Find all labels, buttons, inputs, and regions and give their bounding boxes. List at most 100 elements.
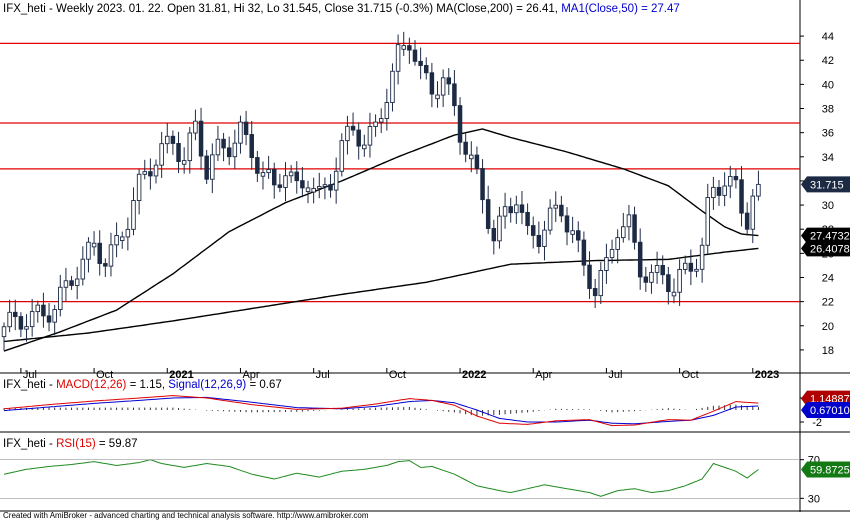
rsi-value-badge-label: 59.8725	[810, 464, 850, 476]
macd-histogram	[3, 404, 759, 416]
candle-body	[491, 228, 497, 242]
candle-body	[86, 241, 91, 260]
candle-body	[508, 206, 513, 214]
candle-body	[63, 280, 69, 288]
candle-body	[744, 212, 750, 230]
candle-body	[418, 60, 423, 66]
candle-body	[165, 135, 170, 145]
candle-body	[294, 171, 300, 182]
candle-body	[300, 180, 305, 189]
candle-body	[1, 326, 7, 338]
macd-title-macd: MACD(12,26)	[56, 379, 126, 391]
candle-body	[153, 164, 159, 177]
candle-body	[350, 125, 356, 131]
price-y-tick-label: 20	[822, 321, 834, 333]
candle-body	[198, 120, 204, 157]
candle-body	[637, 241, 643, 278]
rsi-axis-badges: 59.8725	[801, 461, 850, 478]
candle-body	[688, 262, 694, 272]
candle-body	[91, 242, 97, 248]
candle-body	[728, 175, 733, 187]
candle-body	[519, 204, 525, 213]
candle-body	[390, 70, 395, 103]
candle-body	[119, 236, 125, 241]
ma50-line	[3, 128, 759, 352]
candle-body	[654, 265, 660, 273]
rsi-title-prefix: IFX_heti -	[3, 438, 56, 450]
candle-body	[378, 118, 384, 123]
candle-body	[356, 129, 361, 147]
candle-body	[626, 214, 632, 228]
candle-body	[187, 132, 193, 162]
candle-body	[474, 154, 480, 170]
candle-body	[384, 102, 390, 120]
macd-line	[3, 395, 759, 427]
rsi-y-tick-label: 30	[808, 493, 820, 505]
candle-body	[592, 288, 598, 297]
candle-body	[266, 169, 271, 174]
candle-body	[283, 175, 288, 188]
candle-body	[502, 206, 508, 217]
price-x-tick-label: 2022	[462, 369, 486, 381]
candle-body	[243, 121, 249, 135]
candle-body	[373, 121, 378, 127]
candle-body	[41, 304, 46, 317]
candle-body	[452, 83, 457, 107]
candle-body	[74, 278, 80, 286]
price-y-tick-label: 22	[822, 297, 834, 309]
candle-body	[514, 204, 519, 214]
candle-body	[97, 242, 102, 264]
candle-body	[756, 183, 761, 197]
candle-body	[424, 65, 429, 74]
candle-body	[260, 172, 266, 177]
candle-body	[643, 276, 649, 283]
candle-body	[750, 195, 756, 230]
candle-body	[232, 142, 238, 158]
price-y-tick-label: 18	[822, 345, 834, 357]
candle-body	[108, 244, 114, 267]
candle-body	[148, 171, 153, 177]
candle-body	[485, 199, 491, 229]
macd-title-mid: = 1.15,	[126, 379, 168, 391]
candle-body	[699, 244, 705, 270]
candle-body	[457, 105, 463, 143]
ma200-badge-label: 26.4078	[810, 243, 850, 255]
price-x-tick-label: 2023	[755, 369, 779, 381]
macd-title-prefix: IFX_heti -	[3, 379, 56, 391]
candle-body	[311, 187, 316, 193]
price-y-tick-label: 44	[822, 31, 834, 43]
candle-body	[694, 268, 699, 272]
price-horizontal-lines	[0, 42, 800, 303]
candle-body	[621, 226, 626, 239]
price-y-tick-label: 42	[822, 55, 834, 67]
candle-body	[716, 186, 722, 196]
candle-body	[497, 215, 502, 242]
candle-body	[401, 45, 406, 50]
candle-body	[249, 134, 254, 159]
price-x-tick-label: Apr	[535, 369, 552, 381]
candle-body	[210, 154, 215, 180]
candle-body	[711, 186, 716, 199]
candle-body	[255, 157, 260, 174]
candle-body	[176, 143, 181, 162]
candle-body	[609, 248, 615, 259]
candle-body	[660, 265, 665, 276]
moving-averages	[3, 128, 759, 352]
candle-body	[440, 77, 446, 96]
candle-body	[328, 184, 333, 191]
price-y-tick-label: 24	[822, 272, 834, 284]
candle-body	[739, 179, 744, 214]
candle-body	[598, 270, 604, 297]
candle-body	[412, 49, 418, 62]
price-y-tick-label: 34	[822, 152, 834, 164]
signal-line	[3, 396, 759, 425]
candle-body	[564, 215, 570, 233]
candle-body	[395, 44, 401, 72]
candle-body	[80, 258, 86, 280]
ma50-badge-label: 27.4732	[810, 231, 850, 243]
candle-body	[604, 257, 609, 271]
price-chart-title: IFX_heti - Weekly 2023. 01. 22. Open 31.…	[3, 3, 680, 15]
rsi-title-suffix: = 59.87	[96, 438, 138, 450]
